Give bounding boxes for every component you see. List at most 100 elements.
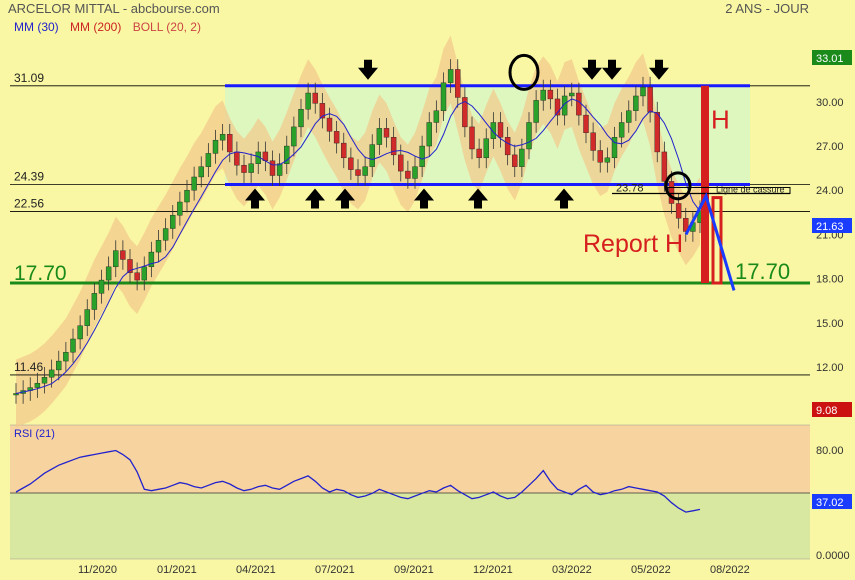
candle <box>490 122 497 139</box>
candle <box>205 153 212 167</box>
price-axis: 30.00 27.00 24.00 21.00 18.00 15.00 12.0… <box>816 97 844 374</box>
y-tick-12: 12.00 <box>816 362 844 374</box>
level-label-31-09: 31.09 <box>14 71 44 85</box>
up-arrow-icon <box>305 188 325 209</box>
candle <box>683 218 689 232</box>
date-axis: 11/2020 01/2021 04/2021 07/2021 09/2021 … <box>78 564 750 576</box>
candle <box>56 360 62 371</box>
y-tick-27: 27.00 <box>816 141 844 153</box>
y-tick-18: 18.00 <box>816 274 844 286</box>
candle <box>234 151 240 166</box>
candle <box>63 352 69 362</box>
height-bar <box>701 85 709 284</box>
chart-title: ARCELOR MITTAL - abcbourse.com <box>8 1 220 16</box>
candle <box>284 145 290 164</box>
candle <box>447 69 454 83</box>
candle <box>198 166 204 178</box>
candle <box>170 215 176 229</box>
candle <box>426 122 432 147</box>
level-label-24-39: 24.39 <box>14 169 44 183</box>
x-tick-08-2022: 08/2022 <box>710 564 750 576</box>
candle <box>654 111 660 153</box>
height-label: H <box>711 104 730 134</box>
candle <box>348 157 354 170</box>
candle <box>162 228 169 241</box>
candle <box>48 369 55 378</box>
candle <box>547 89 554 100</box>
high-badge-value: 33.01 <box>816 53 844 65</box>
candle <box>219 134 226 141</box>
last-badge <box>812 218 852 233</box>
candle <box>13 393 19 396</box>
candle <box>127 259 133 273</box>
candle <box>177 201 183 216</box>
level-label-11-46: 11.46 <box>14 360 43 374</box>
candle <box>319 103 326 119</box>
candle <box>155 240 162 253</box>
candle <box>476 148 482 159</box>
candle <box>312 92 318 104</box>
candle <box>618 122 625 138</box>
candle <box>269 160 276 176</box>
neckline-value: 23.78 <box>616 182 644 194</box>
low-badge-value: 9.08 <box>816 405 837 417</box>
candle <box>362 166 368 176</box>
legend-mm200: MM (200) <box>70 20 122 34</box>
candle <box>668 181 675 204</box>
indicator-legend: MM (30) MM (200) BOLL (20, 2) <box>14 20 209 34</box>
candle <box>626 110 632 123</box>
level-label-22-56: 22.56 <box>14 196 44 210</box>
rsi-line <box>15 449 701 513</box>
candle <box>440 82 447 111</box>
candle <box>41 377 48 384</box>
x-tick-09-2021: 09/2021 <box>394 564 434 576</box>
candle <box>291 126 297 147</box>
support-level-label: 17.70 <box>14 262 67 285</box>
up-arrow-icon <box>245 188 265 209</box>
report-height-bar <box>711 196 723 285</box>
candle <box>433 110 440 123</box>
candle <box>561 95 568 116</box>
candle <box>333 131 340 144</box>
up-arrow-icon <box>335 188 355 209</box>
rsi-tick-0: 0.0000 <box>816 550 850 562</box>
candle <box>604 157 611 163</box>
candle <box>383 128 390 138</box>
rsi-last-badge <box>812 494 852 509</box>
candle <box>248 163 254 173</box>
x-tick-12-2021: 12/2021 <box>473 564 513 576</box>
top-circle <box>508 53 540 91</box>
candle <box>611 137 618 159</box>
x-tick-05-2022: 05/2022 <box>631 564 671 576</box>
candle <box>298 109 304 128</box>
candle <box>533 100 539 123</box>
candle <box>355 169 361 176</box>
y-tick-30: 30.00 <box>816 97 844 109</box>
rsi-upper-zone <box>10 425 810 493</box>
candle <box>583 114 589 133</box>
y-tick-15: 15.00 <box>816 318 844 330</box>
candle <box>376 128 383 145</box>
candle <box>519 148 525 167</box>
y-tick-24: 24.00 <box>816 185 844 197</box>
candle <box>305 92 311 110</box>
rsi-label: RSI (21) <box>14 428 55 440</box>
candle <box>569 92 575 97</box>
high-badge <box>812 50 852 65</box>
legend-mm30: MM (30) <box>14 20 59 34</box>
last-badge-value: 21.63 <box>816 221 844 233</box>
candle <box>405 170 411 179</box>
candle <box>512 154 518 167</box>
candle <box>77 325 83 340</box>
candle <box>497 122 504 138</box>
candle <box>540 89 546 101</box>
candle <box>148 251 155 268</box>
up-arrow-icon <box>468 188 488 209</box>
candle <box>640 86 646 97</box>
x-tick-03-2022: 03/2022 <box>552 564 592 576</box>
rsi-lower-zone <box>10 493 810 559</box>
candle <box>227 134 233 153</box>
candle <box>241 164 247 173</box>
candle <box>419 145 425 167</box>
